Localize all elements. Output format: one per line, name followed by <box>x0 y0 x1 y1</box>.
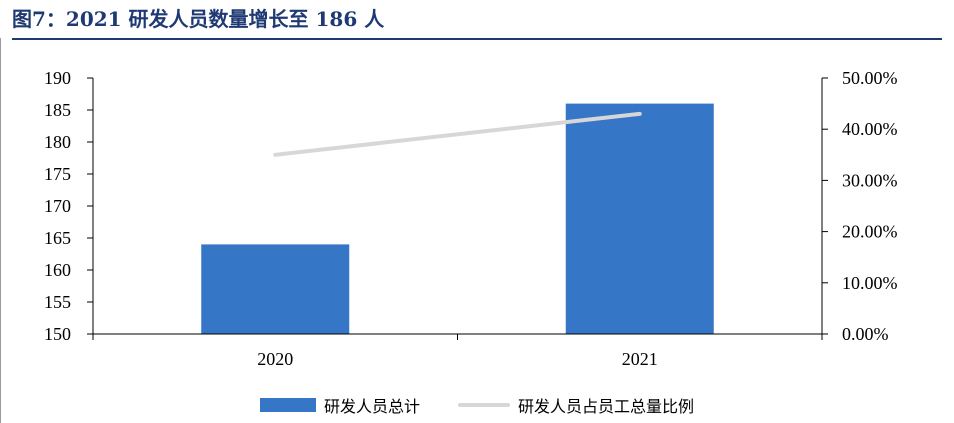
legend-bar-label: 研发人员总计 <box>323 397 420 416</box>
bar-2020 <box>201 244 350 334</box>
left-tick-label: 150 <box>44 324 71 344</box>
left-tick-label: 165 <box>44 228 71 248</box>
figure-title: 图7：2021 研发人员数量增长至 186 人 <box>12 7 385 31</box>
left-tick-label: 190 <box>44 68 71 88</box>
legend-bar-swatch <box>259 398 316 412</box>
left-tick-label: 155 <box>44 292 71 312</box>
left-tick-label: 175 <box>44 164 71 184</box>
legend-item-bar: 研发人员总计 <box>259 393 420 417</box>
right-tick-label: 50.00% <box>842 68 898 88</box>
title-divider <box>12 38 942 40</box>
legend-item-line: 研发人员占员工总量比例 <box>458 393 694 417</box>
left-border <box>0 38 1 423</box>
bar-2021 <box>565 103 714 334</box>
x-tick-label-2020: 2020 <box>257 349 293 369</box>
right-tick-label: 0.00% <box>842 324 889 344</box>
legend-line-swatch <box>458 403 510 407</box>
left-tick-label: 185 <box>44 100 71 120</box>
x-tick-label-2021: 2021 <box>622 349 658 369</box>
right-tick-label: 10.00% <box>842 273 898 293</box>
left-tick-label: 170 <box>44 196 71 216</box>
combo-chart: 150 155 160 165 170 175 180 185 190 0.00% 10.00% 20… <box>44 68 898 369</box>
right-tick-label: 40.00% <box>842 119 898 139</box>
right-tick-label: 30.00% <box>842 170 898 190</box>
left-tick-label: 180 <box>44 132 71 152</box>
right-tick-label: 20.00% <box>842 222 898 242</box>
ratio-line <box>273 111 642 157</box>
legend: 研发人员总计 研发人员占员工总量比例 <box>0 391 954 419</box>
legend-line-label: 研发人员占员工总量比例 <box>518 397 695 416</box>
left-tick-label: 160 <box>44 260 71 280</box>
